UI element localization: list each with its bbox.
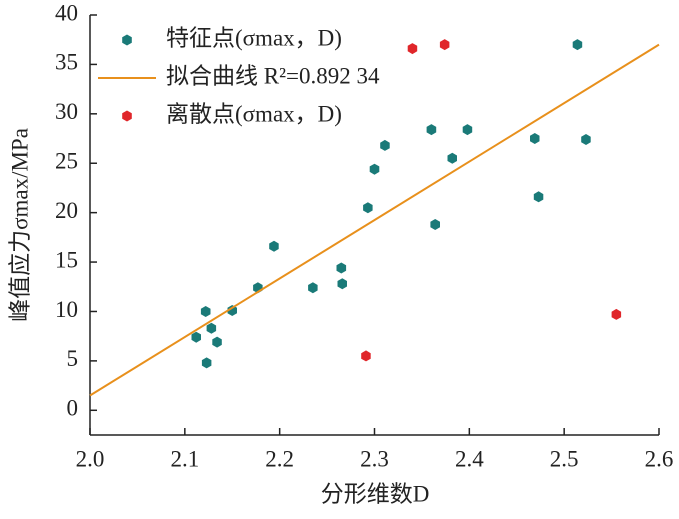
x-tick-label: 2.4 bbox=[455, 446, 484, 471]
point bbox=[581, 134, 591, 145]
point bbox=[201, 357, 212, 369]
legend-label: 拟合曲线 R²=0.892 34 bbox=[166, 63, 380, 88]
fit-line bbox=[89, 43, 660, 397]
legend-label: 特征点(σmax，D) bbox=[166, 25, 342, 50]
x-axis-label: 分形维数D bbox=[321, 481, 430, 506]
legend-swatch bbox=[122, 110, 132, 122]
point bbox=[426, 124, 437, 136]
point bbox=[430, 219, 440, 230]
y-tick-label: 0 bbox=[67, 396, 79, 421]
y-tick-label: 25 bbox=[55, 149, 78, 174]
point bbox=[363, 202, 373, 214]
x-tick-label: 2.2 bbox=[265, 446, 294, 471]
x-tick-label: 2.5 bbox=[550, 446, 579, 471]
point bbox=[227, 305, 237, 316]
point bbox=[530, 133, 540, 144]
y-tick-label: 10 bbox=[55, 297, 78, 322]
y-tick-label: 35 bbox=[55, 50, 78, 75]
y-axis-label: 峰值应力σmax/MPa bbox=[7, 128, 32, 322]
y-tick-label: 15 bbox=[55, 247, 78, 272]
x-tick-label: 2.0 bbox=[76, 446, 105, 471]
x-tick-label: 2.6 bbox=[645, 446, 674, 471]
y-tick-label: 5 bbox=[67, 346, 79, 371]
point bbox=[462, 124, 473, 136]
point bbox=[212, 336, 222, 348]
point bbox=[611, 308, 622, 320]
legend-label: 离散点(σmax，D) bbox=[166, 101, 342, 126]
point bbox=[361, 350, 371, 362]
legend-swatch bbox=[122, 34, 132, 46]
point bbox=[308, 282, 318, 294]
point bbox=[380, 139, 390, 151]
point bbox=[407, 43, 418, 55]
point bbox=[336, 262, 347, 274]
point bbox=[533, 191, 544, 203]
y-tick-label: 20 bbox=[55, 198, 78, 223]
point bbox=[206, 322, 217, 334]
point bbox=[191, 331, 201, 343]
x-tick-label: 2.1 bbox=[170, 446, 199, 471]
point bbox=[572, 39, 583, 51]
point bbox=[337, 278, 347, 290]
point bbox=[200, 306, 211, 317]
y-tick-label: 30 bbox=[55, 99, 78, 124]
point bbox=[447, 152, 457, 164]
y-tick-label: 40 bbox=[55, 0, 78, 25]
x-tick-label: 2.3 bbox=[360, 446, 389, 471]
point bbox=[269, 240, 279, 252]
point bbox=[439, 39, 450, 51]
point bbox=[369, 163, 380, 175]
